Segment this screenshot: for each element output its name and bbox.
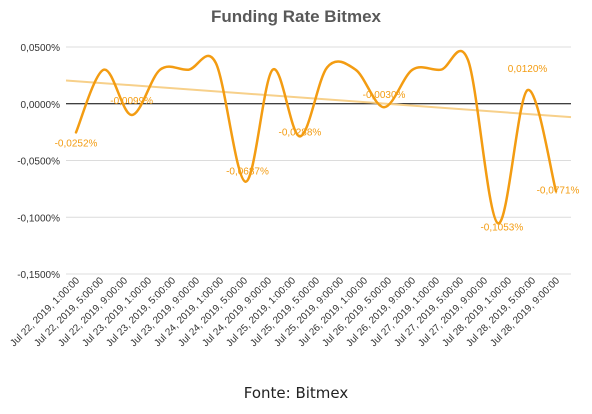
- data-point: [383, 106, 385, 108]
- data-point: [159, 69, 161, 71]
- data-point: [526, 89, 528, 91]
- y-tick-label: -0,1500%: [17, 270, 60, 281]
- data-label: -0,0288%: [279, 127, 322, 138]
- data-point: [354, 69, 356, 71]
- data-label: -0,0687%: [226, 167, 269, 178]
- source-caption: Fonte: Bitmex: [243, 384, 349, 402]
- data-point: [75, 131, 77, 133]
- data-label: -0,0030%: [363, 90, 406, 101]
- data-label: -0,0099%: [110, 96, 153, 107]
- data-label: -0,0252%: [55, 138, 98, 149]
- data-point: [103, 69, 105, 71]
- data-label: -0,1053%: [480, 222, 523, 233]
- data-point: [467, 59, 469, 61]
- data-point: [272, 69, 274, 71]
- data-label: 0,0120%: [508, 64, 548, 75]
- data-point: [440, 69, 442, 71]
- y-tick-label: -0,1000%: [17, 213, 60, 224]
- data-point: [244, 181, 246, 183]
- data-point: [187, 69, 189, 71]
- series-line: [74, 49, 558, 225]
- data-label: -0,0771%: [537, 185, 580, 196]
- data-point: [326, 66, 328, 68]
- data-point: [130, 114, 132, 116]
- chart-title: Funding Rate Bitmex: [210, 7, 381, 26]
- y-tick-label: -0,0500%: [17, 157, 60, 168]
- data-point: [411, 69, 413, 71]
- y-tick-label: 0,0500%: [21, 43, 61, 54]
- y-tick-label: 0,0000%: [21, 100, 61, 111]
- data-point: [215, 62, 217, 64]
